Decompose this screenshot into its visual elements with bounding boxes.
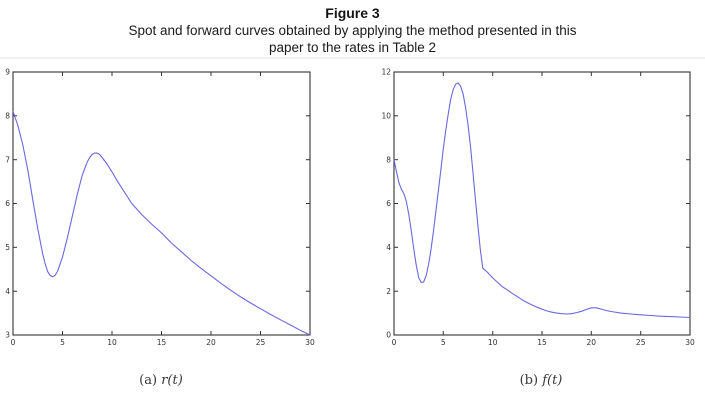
caption-b-math: f(t) xyxy=(542,373,563,388)
caption-a-prefix: (a) xyxy=(139,373,158,388)
y-tick-label: 4 xyxy=(5,287,10,296)
x-tick-label: 15 xyxy=(537,338,547,347)
y-tick-label: 6 xyxy=(5,199,10,208)
x-tick-label: 5 xyxy=(441,338,446,347)
x-tick-label: 20 xyxy=(587,338,597,347)
figure-subtitle-line2: paper to the rates in Table 2 xyxy=(268,40,437,55)
header-divider xyxy=(0,57,705,59)
y-tick-label: 3 xyxy=(5,331,10,340)
x-tick-label: 10 xyxy=(488,338,498,347)
y-tick-label: 2 xyxy=(386,287,391,296)
y-tick-label: 7 xyxy=(5,155,10,164)
caption-b: (b) f(t) xyxy=(380,371,702,391)
x-tick-label: 10 xyxy=(107,338,117,347)
spot-curve-axes-box xyxy=(12,71,311,336)
x-tick-label: 0 xyxy=(392,338,397,347)
y-tick-label: 8 xyxy=(5,111,10,120)
x-tick-label: 25 xyxy=(256,338,266,347)
caption-a-math: r(t) xyxy=(161,373,183,388)
spot-curve-plot: 0 5 10 15 20 25 30 3 4 5 6 7 8 9 xyxy=(5,68,315,347)
y-tick-label: 4 xyxy=(386,243,391,252)
x-tick-label: 0 xyxy=(11,338,16,347)
y-tick-label: 9 xyxy=(5,68,10,77)
y-tick-label: 8 xyxy=(386,155,391,164)
x-tick-label: 15 xyxy=(157,338,167,347)
figure-title: Figure 3 xyxy=(325,5,380,21)
y-tick-label: 12 xyxy=(381,68,391,77)
x-tick-label: 30 xyxy=(685,338,695,347)
caption-a: (a) r(t) xyxy=(0,371,322,391)
caption-b-prefix: (b) xyxy=(519,373,539,388)
forward-curve-line xyxy=(393,82,691,319)
y-tick-label: 0 xyxy=(386,331,391,340)
x-tick-label: 20 xyxy=(206,338,216,347)
figure-subtitle-line1: Spot and forward curves obtained by appl… xyxy=(128,23,577,38)
y-tick-label: 6 xyxy=(386,199,391,208)
forward-curve-axes-box xyxy=(393,71,691,336)
y-tick-label: 5 xyxy=(5,243,10,252)
x-tick-label: 30 xyxy=(305,338,315,347)
spot-curve-line xyxy=(12,110,311,336)
x-tick-label: 5 xyxy=(60,338,65,347)
forward-curve-plot: 0 5 10 15 20 25 30 0 2 4 6 8 10 12 xyxy=(381,68,695,347)
x-tick-label: 25 xyxy=(636,338,646,347)
y-tick-label: 10 xyxy=(381,111,391,120)
